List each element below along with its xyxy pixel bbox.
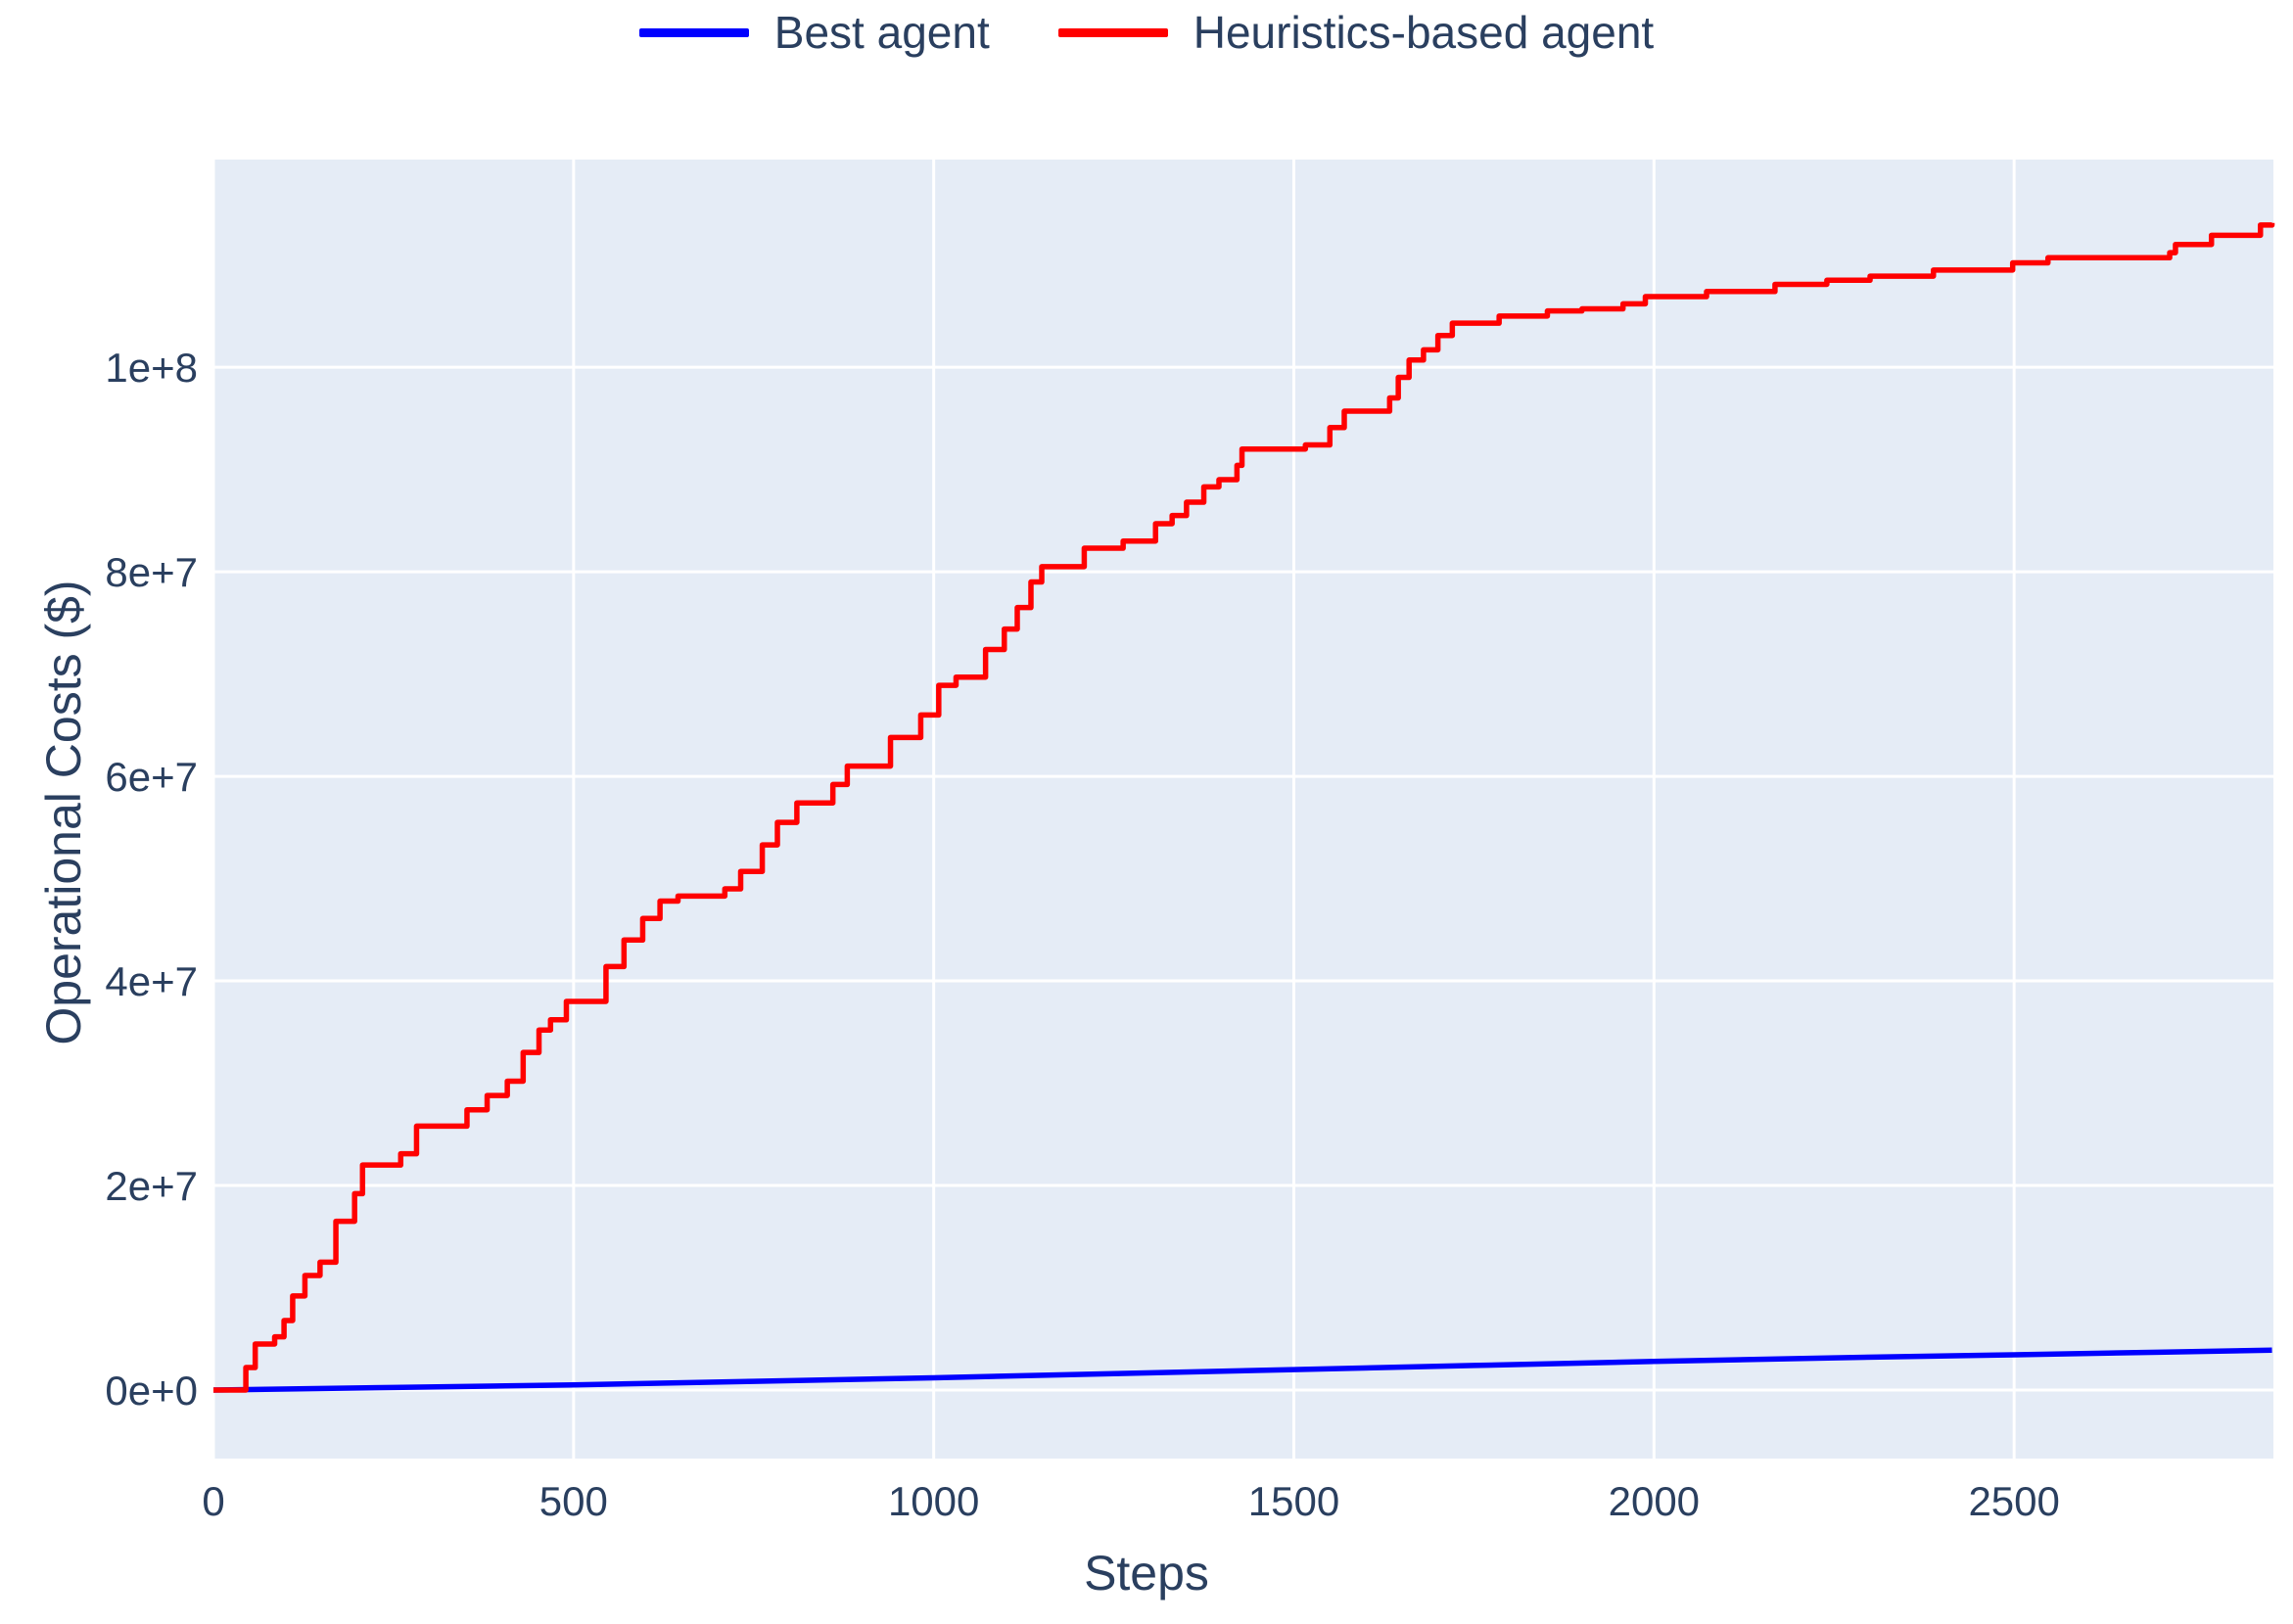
legend-label: Best agent (773, 7, 990, 58)
y-tick-label: 0e+0 (105, 1368, 198, 1414)
legend-swatch (638, 27, 749, 37)
legend: Best agent Heuristics-based agent (0, 10, 2293, 55)
y-tick-label: 4e+7 (105, 958, 198, 1004)
x-axis-title: Steps (1084, 1546, 1209, 1601)
series-heuristics-based-agent[interactable] (213, 222, 2275, 1393)
x-tick-label: 500 (539, 1478, 608, 1524)
series-best-agent[interactable] (212, 1347, 2272, 1393)
x-tick-label: 2500 (1968, 1478, 2059, 1524)
y-tick-label: 1e+8 (105, 345, 198, 391)
y-tick-label: 6e+7 (105, 754, 198, 800)
legend-label: Heuristics-based agent (1193, 7, 1655, 58)
plot-background (213, 160, 2273, 1459)
y-tick-label: 2e+7 (105, 1163, 198, 1209)
y-axis-title: Operational Costs ($) (36, 580, 91, 1045)
x-tick-label: 0 (202, 1478, 224, 1524)
x-tick-label: 2000 (1609, 1478, 1700, 1524)
legend-swatch (1057, 27, 1168, 37)
x-tick-label: 1500 (1248, 1478, 1339, 1524)
legend-item-best-agent[interactable]: Best agent (638, 7, 990, 58)
legend-item-heuristics-based-agent[interactable]: Heuristics-based agent (1057, 7, 1655, 58)
y-tick-label: 8e+7 (105, 549, 198, 595)
x-tick-label: 1000 (888, 1478, 979, 1524)
